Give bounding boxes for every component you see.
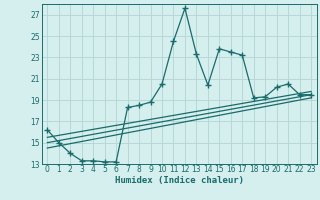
X-axis label: Humidex (Indice chaleur): Humidex (Indice chaleur) [115,176,244,185]
